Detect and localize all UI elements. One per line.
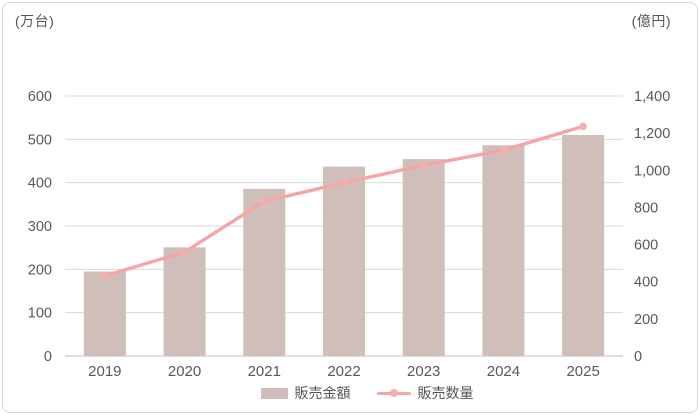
x-axis-label-2024: 2024 [487,363,520,380]
data-point-2019 [101,272,109,280]
data-point-2024 [499,146,508,154]
right-axis-tick-label: 200 [634,312,658,328]
bar-2020 [163,247,206,356]
data-point-2025 [579,122,587,131]
legend-label-sales-amount: 販売金額 [294,385,351,401]
left-axis-tick-label: 0 [44,349,52,365]
left-axis-tick-label: 500 [28,132,52,148]
chart-legend: 販売金額 販売数量 [17,383,697,403]
left-axis-unit-label: (万台) [15,13,55,29]
line-swatch-marker-icon [389,389,398,397]
right-axis-tick-label: 1,000 [634,163,670,179]
bar-2025 [562,135,605,356]
data-point-2023 [420,161,428,170]
right-axis-unit-label: (億円) [631,13,671,29]
x-axis-label-2022: 2022 [327,363,360,380]
bar-2023 [402,159,445,356]
bar-2024 [482,145,525,356]
right-axis-tick-label: 600 [634,238,658,254]
left-axis-tick-label: 300 [28,219,52,235]
x-axis-label-2021: 2021 [248,363,281,380]
left-axis-tick-label: 600 [28,89,52,105]
left-axis-tick-label: 100 [28,306,52,322]
right-axis-tick-label: 1,400 [634,89,670,105]
combo-chart-plot: 0 100 200 300 400 500 600 0 200 400 600 800 1,000 1,2… [28,89,671,380]
right-axis-tick-label: 0 [634,349,642,365]
data-point-2022 [340,178,348,187]
left-axis-tick-label: 400 [28,176,52,192]
right-axis-tick-label: 400 [634,275,658,291]
right-axis-tick-label: 1,200 [634,126,670,142]
line-series-swatch [376,388,411,398]
data-point-2020 [180,248,189,256]
data-point-2021 [260,197,268,205]
left-axis-tick-label: 200 [28,262,52,278]
x-axis-label-2019: 2019 [88,363,121,380]
bar-2022 [323,166,365,356]
bar-series-swatch [260,387,288,399]
x-axis-label-2025: 2025 [566,363,599,380]
x-axis-label-2020: 2020 [168,363,201,380]
bar-2021 [243,188,286,356]
legend-item-sales-quantity: 販売数量 [376,383,474,403]
x-axis-label-2023: 2023 [407,363,440,380]
legend-item-sales-amount: 販売金額 [260,383,351,403]
legend-label-sales-quantity: 販売数量 [417,385,474,401]
bar-2019 [83,271,126,356]
right-axis-tick-label: 800 [634,200,658,216]
